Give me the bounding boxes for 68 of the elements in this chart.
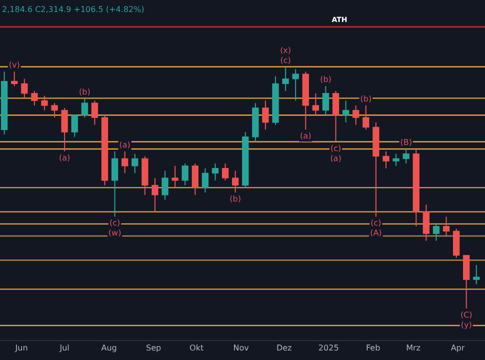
candlestick: [392, 153, 400, 166]
candlestick: [473, 264, 480, 285]
candlestick: [81, 98, 88, 118]
candlestick: [382, 150, 390, 169]
candlestick: [91, 100, 98, 126]
candlestick: [332, 90, 340, 142]
x-tick-label: 2025: [318, 343, 339, 352]
candlestick: [111, 150, 118, 218]
candlestick: [312, 92, 320, 116]
annotation: (a): [330, 154, 342, 163]
annotation: (y): [460, 320, 472, 330]
annotation: (x): [280, 46, 292, 55]
annotation: (a): [119, 140, 130, 150]
candlestick: [71, 114, 78, 138]
x-tick-label: Jun: [14, 343, 28, 352]
x-tick-label: Okt: [190, 343, 204, 352]
candlestick: [402, 148, 410, 164]
candlestick: [232, 170, 239, 193]
candlestick: [442, 216, 450, 237]
annotation: (C): [460, 310, 472, 320]
candlestick: [152, 177, 158, 212]
x-tick-label: Mrz: [406, 343, 420, 352]
candlestick: [212, 162, 219, 181]
candlestick: [61, 107, 68, 152]
candlestick: [132, 153, 138, 174]
candlestick: [41, 95, 48, 111]
x-tick-label: Apr: [450, 343, 466, 352]
candlestick: [322, 86, 330, 116]
candlestick: [282, 66, 289, 92]
candlestick: [31, 90, 38, 106]
candlestick: [342, 100, 350, 123]
x-tick-label: Aug: [101, 343, 117, 352]
candlestick: [122, 150, 128, 174]
annotation: (c): [370, 218, 382, 228]
candlestick: [11, 71, 18, 87]
annotation: (A): [370, 228, 382, 238]
text: 2,184.6 C2,314.9 +106.5 (+4.82%): [2, 5, 144, 14]
annotation: (b): [320, 75, 332, 84]
x-tick-label: Sep: [146, 343, 162, 352]
candlestick: [192, 162, 198, 196]
annotation: (c): [330, 144, 342, 153]
candlestick: [222, 162, 229, 181]
annotation: (B): [400, 138, 412, 148]
candlestick: [362, 104, 370, 130]
candlestick: [182, 162, 188, 186]
annotation: (b): [360, 94, 372, 104]
candlestick: [352, 104, 360, 126]
x-tick-label: Feb: [366, 343, 380, 352]
candlestick: [51, 102, 58, 118]
x-tick-label: Nov: [233, 343, 250, 352]
candlestick: [202, 168, 209, 193]
annotation: (w): [108, 228, 122, 238]
annotation: (a): [58, 153, 70, 162]
candlestick: [262, 100, 269, 130]
annotation: (v): [8, 60, 20, 70]
candlestick: [162, 170, 168, 200]
candlestick: [422, 204, 430, 242]
x-tick-label: Dez: [276, 343, 292, 352]
annotation: (c): [109, 218, 120, 228]
annotation: (a): [300, 132, 312, 141]
annotation: (b): [230, 194, 241, 204]
candlestick: [432, 223, 440, 242]
annotation: (b): [78, 87, 90, 96]
annotation: (c): [280, 56, 291, 65]
candlestick: [292, 68, 299, 102]
candlestick: [21, 78, 28, 99]
x-tick-label: Jul: [58, 343, 70, 352]
candlestick: [172, 165, 178, 188]
